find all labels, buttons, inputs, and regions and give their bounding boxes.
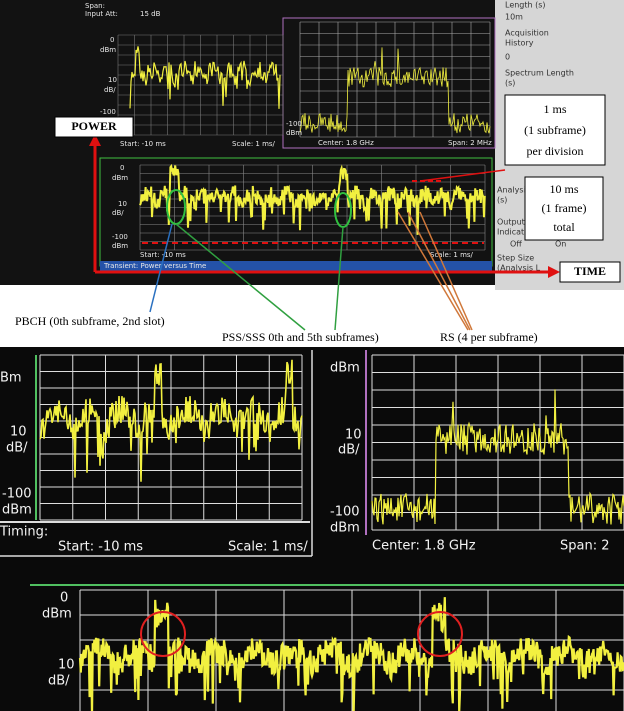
axis-label: dBm — [112, 242, 128, 250]
axis-label: 0 — [120, 164, 124, 172]
axis-label: Scale: 1 ms/ — [430, 251, 474, 259]
power-box — [54, 116, 134, 138]
pointer — [419, 211, 473, 331]
label: Input Att: — [85, 10, 118, 18]
axis-label: dBm — [330, 361, 360, 376]
axis-label: dB/ — [112, 209, 124, 217]
panel-label: (s) — [497, 196, 507, 205]
label: 15 dB — [140, 10, 161, 18]
axis-label: -100 — [112, 233, 128, 241]
axis-label: -100 — [330, 505, 360, 520]
trace — [371, 389, 624, 525]
annotation: PBCH (0th subframe, 2nd slot) — [15, 314, 165, 328]
axis-label: 10 — [345, 428, 362, 443]
axis-label: 10 — [58, 658, 75, 673]
status-bar — [100, 261, 492, 271]
annotation: RS (4 per subframe) — [440, 330, 538, 344]
axis-label: Timing: — [0, 525, 48, 540]
axis-label: 10 — [108, 76, 117, 84]
trace — [39, 359, 303, 482]
label: Span: — [85, 2, 105, 10]
axis-label: dBm — [286, 129, 302, 137]
axis-label: dB/ — [338, 443, 360, 458]
callout-text: (1 frame) — [542, 201, 587, 215]
axis-label: Center: 1.8 GHz — [318, 139, 374, 147]
callout-arrow — [419, 169, 506, 182]
panel-label: Spectrum Length — [505, 69, 574, 78]
axis-label: Scale: 1 ms/ — [228, 540, 308, 555]
axis-label: -100 — [2, 487, 32, 502]
time-box — [559, 261, 621, 283]
panel-label: Output — [497, 218, 525, 227]
trace — [299, 47, 491, 134]
pointer — [397, 211, 469, 331]
callout-text: 10 ms — [549, 182, 578, 196]
axis-label: dBm — [112, 174, 128, 182]
panel-label: History — [505, 39, 534, 48]
status-text: Transient: Power versus Time — [103, 262, 206, 270]
axis-label: Center: 1.8 GHz — [372, 539, 476, 554]
axis-label: 10 — [10, 425, 27, 440]
annotation: PSS/SSS 0th and 5th subframes) — [222, 330, 379, 344]
callout-text: 1 ms — [543, 102, 566, 116]
axis-label: 10 — [118, 200, 127, 208]
callout-text: (1 subframe) — [524, 123, 586, 137]
panel-label: Acquisition — [505, 29, 549, 38]
highlight — [417, 611, 463, 657]
panel-label: Analysis — [497, 186, 530, 195]
time-label: TIME — [574, 264, 606, 278]
trace — [139, 163, 486, 235]
axis-label: Span: 2 — [560, 539, 610, 554]
panel-label: 10m — [505, 13, 523, 22]
axis-label: dBm — [330, 521, 360, 536]
axis-label: 0 — [110, 36, 114, 44]
panel-label: 0 — [505, 53, 510, 62]
callout-box — [524, 176, 604, 241]
trace — [129, 46, 281, 109]
callout-text: per division — [527, 144, 584, 158]
axis-label: Scale: 1 ms/ — [232, 140, 276, 148]
axis-label: dBm — [2, 503, 32, 518]
axis-label: -100 — [100, 108, 116, 116]
axis-label: Start: -10 ms — [58, 540, 143, 555]
trace — [78, 597, 624, 711]
axis-label: dB/ — [48, 674, 70, 689]
axis-label: -100 — [286, 120, 302, 128]
axis-label: Bm — [0, 371, 22, 386]
callout-box — [504, 94, 606, 166]
panel-label: Step Size — [497, 254, 534, 263]
panel-label: Off — [510, 240, 522, 249]
pointer — [407, 211, 471, 331]
arrow-head — [89, 134, 101, 146]
power-label: POWER — [71, 119, 117, 133]
axis-label: 0 — [60, 591, 68, 606]
pointer — [334, 226, 344, 331]
pointer — [149, 223, 173, 313]
arrow-head — [548, 266, 560, 278]
callout-text: total — [553, 220, 575, 234]
axis-label: dB/ — [104, 86, 116, 94]
axis-label: dB/ — [6, 441, 28, 456]
axis-label: dBm — [42, 607, 72, 622]
panel-label: (Analysis L — [497, 264, 541, 273]
panel-label: Indicator — [497, 228, 533, 237]
panel-label: On — [555, 240, 566, 249]
panel-label: (s) — [505, 79, 515, 88]
panel-label: Length (s) — [505, 1, 546, 10]
axis-label: Start: -10 ms — [120, 140, 166, 148]
highlight — [140, 611, 186, 657]
axis-label: dBm — [100, 46, 116, 54]
axis-label: Span: 2 MHz — [448, 139, 492, 147]
annotation-band — [0, 285, 624, 347]
pointer — [175, 223, 306, 331]
axis-label: Start: -10 ms — [140, 251, 186, 259]
